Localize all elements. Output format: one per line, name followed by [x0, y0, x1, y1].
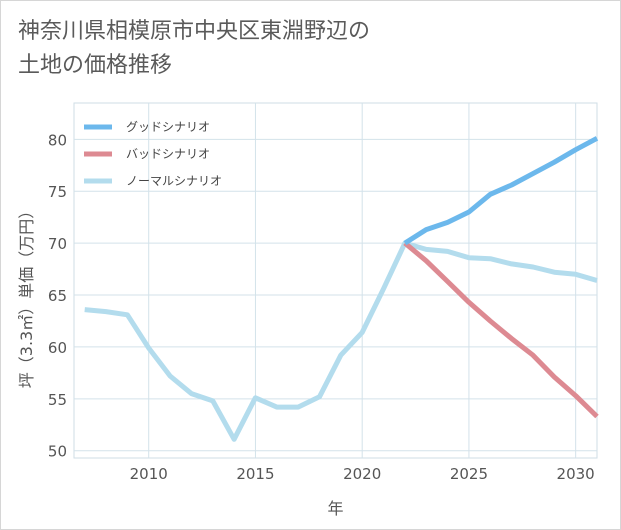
y-tick-label: 60: [48, 339, 67, 357]
series-line-0: [403, 136, 599, 246]
x-axis-label: 年: [327, 499, 343, 518]
y-tick-label: 70: [48, 235, 67, 253]
legend-label-0: グッドシナリオ: [126, 120, 210, 134]
y-tick-label: 65: [48, 287, 67, 305]
chart-title-line2: 土地の価格推移: [18, 53, 173, 78]
y-tick-label: 55: [48, 391, 67, 409]
chart-title: 神奈川県相模原市中央区東淵野辺の 土地の価格推移: [18, 15, 370, 83]
x-tick-label: 2015: [236, 465, 274, 483]
legend-label-2: ノーマルシナリオ: [126, 174, 222, 188]
y-tick-label: 75: [48, 183, 67, 201]
y-tick-label: 50: [48, 443, 67, 461]
series-line-1: [403, 241, 599, 419]
y-axis-label: 坪（3.3㎡）単価（万円）: [17, 203, 36, 388]
y-tick-label: 80: [48, 131, 67, 149]
x-tick-label: 2025: [450, 465, 488, 483]
grid-lines: [73, 102, 598, 459]
x-tick-label: 2010: [130, 465, 168, 483]
x-tick-label: 2020: [343, 465, 381, 483]
chart-title-line1: 神奈川県相模原市中央区東淵野辺の: [18, 19, 371, 44]
series-lines: [84, 136, 599, 442]
x-tick-label: 2030: [557, 465, 595, 483]
legend-label-1: バッドシナリオ: [126, 147, 210, 161]
tick-labels: 50 55 60 65 70 75 80 2010 2015 2020 2025 2030: [48, 131, 595, 483]
series-line-2: [84, 240, 598, 442]
